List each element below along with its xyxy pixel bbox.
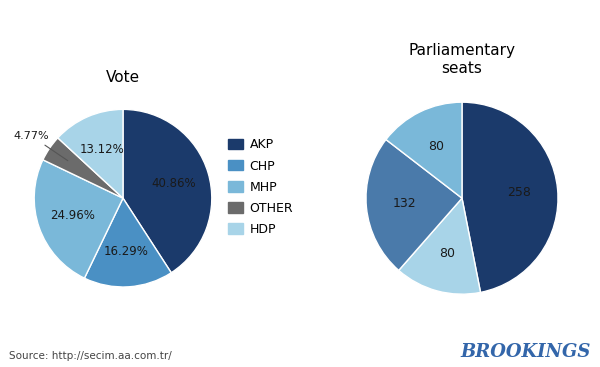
Title: Parliamentary
seats: Parliamentary seats [409,43,515,76]
Text: 16.29%: 16.29% [104,245,149,258]
Wedge shape [85,198,171,287]
Title: Vote: Vote [106,70,140,85]
Text: Distribution of the Turkish vote and parliamentary seats: Distribution of the Turkish vote and par… [9,17,514,35]
Text: 80: 80 [439,247,455,260]
Wedge shape [43,138,123,198]
Wedge shape [399,198,481,294]
Legend: AKP, CHP, MHP, OTHER, HDP: AKP, CHP, MHP, OTHER, HDP [228,138,293,236]
Text: 132: 132 [393,197,416,210]
Text: 258: 258 [508,186,531,199]
Wedge shape [366,139,462,270]
Wedge shape [386,102,462,198]
Text: Source: http://secim.aa.com.tr/: Source: http://secim.aa.com.tr/ [9,352,172,361]
Wedge shape [58,109,123,198]
Text: 4.77%: 4.77% [13,131,68,161]
Text: 13.12%: 13.12% [79,143,124,156]
Wedge shape [123,109,212,273]
Wedge shape [34,160,123,278]
Text: 24.96%: 24.96% [50,209,95,222]
Wedge shape [462,102,558,292]
Text: 80: 80 [428,140,445,153]
Text: BROOKINGS: BROOKINGS [461,344,591,361]
Text: 40.86%: 40.86% [152,177,196,190]
